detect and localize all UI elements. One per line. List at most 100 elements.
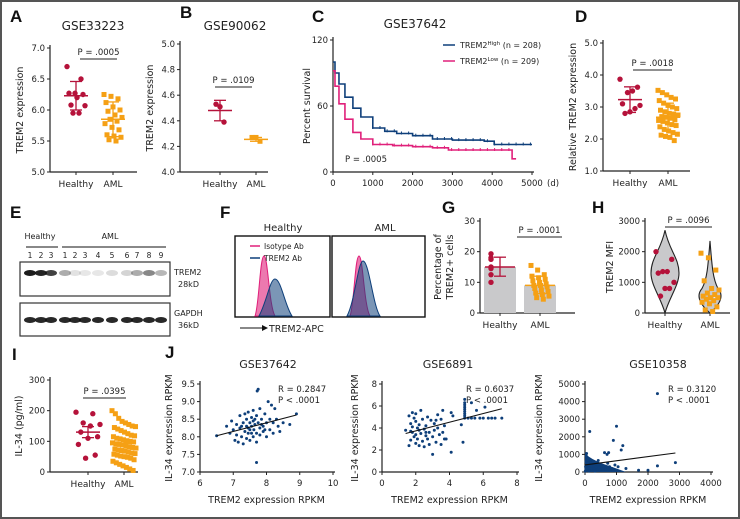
data-point [619,101,626,107]
band-size: 28kD [178,280,199,289]
p-value: P = .0018 [632,59,674,69]
data-point [120,463,126,469]
data-point [431,435,435,439]
y-tick-label: 4.4 [161,117,175,127]
panel-I-chart: 0 100 200 300 IL-34 (pg/ml) Healthy AML P = .03… [14,376,139,490]
y-axis-label: TREM2 expression [145,65,156,153]
x-tick-label: 4000 [700,479,722,489]
lane-number: 9 [159,251,164,260]
band [92,317,104,323]
data-point [463,414,467,418]
data-point [231,428,235,432]
legend-n: (n = 208) [500,41,541,50]
data-point [109,408,115,414]
data-point [121,437,127,443]
data-point [655,87,661,93]
data-point [113,460,119,466]
y-tick-label: 0 [635,309,640,319]
data-point [112,112,118,118]
data-point [419,408,423,412]
panel-label-B: B [180,3,192,22]
data-point [268,417,272,421]
data-point [409,422,413,426]
data-point [546,293,552,299]
data-point [115,426,121,432]
panel-label-G: G [442,198,455,217]
band-name: TREM2 [173,268,202,277]
data-point [82,455,89,461]
y-tick-label: 2000 [558,433,580,443]
data-point [586,456,590,460]
data-point [105,108,111,114]
data-point [436,413,440,417]
y-tick-label: 4.2 [161,142,175,152]
data-point [225,424,229,428]
data-point [698,250,704,256]
data-point [256,387,260,391]
data-point [592,466,596,470]
x-tick-label: AML [701,321,720,331]
data-point [669,122,675,128]
data-point [119,418,125,424]
data-point [714,304,720,310]
data-point [114,452,120,458]
p-value: P = .0109 [213,76,255,86]
legend-entry: TREM2Low (n = 209) [459,57,539,66]
data-point [427,430,431,434]
x-tick-label: AML [531,321,550,331]
data-point [706,301,712,307]
y-tick-label: 0 [575,468,580,478]
data-point [122,448,128,454]
band [121,317,133,323]
data-point [588,459,592,463]
y-tick-label: 0 [470,309,475,319]
data-point [70,110,76,116]
data-point [132,433,138,439]
y-axis-label: IL-34 expression RPKM [350,374,361,481]
lane-number: 6 [125,251,130,260]
data-point [619,448,623,452]
x-tick-label: 9 [297,479,302,489]
data-point [245,417,249,421]
data-point [488,251,494,257]
data-point [607,451,611,455]
histogram-box [331,235,426,318]
panel-label-I: I [12,345,17,364]
data-point [114,435,120,441]
data-point [543,281,549,287]
y-tick-label: 300 [29,376,45,386]
data-point [587,466,591,470]
histogram-title: Healthy [264,223,303,234]
legend-sup: High [488,41,501,47]
lane-number: 4 [96,251,101,260]
data-point [664,268,670,275]
panel-label-J: J [165,343,174,362]
data-point [672,117,678,123]
y-tick-label: 6.0 [31,106,45,116]
x-tick-label: 2000 [402,179,424,189]
data-point [532,285,538,291]
chart-title: GSE6891 [423,358,473,371]
band [69,317,81,323]
data-point [657,293,664,299]
data-point [80,420,86,426]
regression-line [405,408,502,435]
p-value: P < .0001 [668,396,710,406]
band [79,317,91,323]
data-point [126,421,132,427]
data-point [603,467,607,471]
x-tick-label: AML [247,180,266,190]
data-point [711,298,717,304]
data-point [128,432,134,438]
data-point [431,452,435,456]
panel-D-chart: 1.0 2.0 3.0 4.0 5.0 Relative TREM2 expression… [568,39,690,189]
panel-G-chart: 0 10 20 30 Percentage of TREM2+ cells Healthy A… [433,217,575,331]
data-point [587,469,591,473]
data-point [128,455,134,461]
data-point [463,403,467,407]
y-tick-label: 100 [29,437,45,447]
panel-label-E: E [10,203,21,222]
data-point [529,273,535,279]
x-tick-label: 6 [197,479,202,489]
